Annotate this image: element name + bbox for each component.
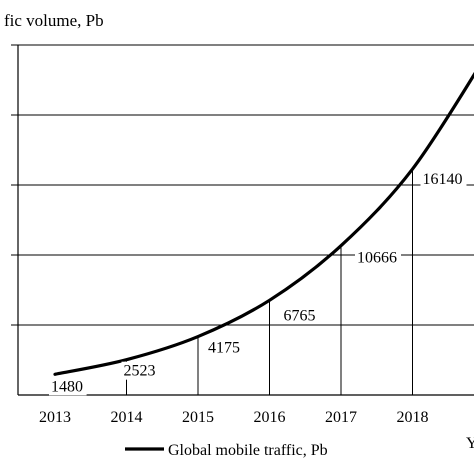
legend: Global mobile traffic, Pb (125, 442, 328, 459)
x-tick-label: 2014 (111, 409, 143, 426)
x-tick-label: 2015 (182, 409, 214, 426)
data-label-background (206, 338, 244, 357)
data-label-background (281, 306, 320, 325)
x-tick-labels: 20132014201520162017201820 (39, 409, 429, 426)
x-tick-label: 2017 (325, 409, 357, 426)
legend-label: Global mobile traffic, Pb (168, 442, 328, 459)
data-label: 6765 (284, 307, 316, 324)
y-axis-label: fic volume, Pb (4, 11, 104, 30)
x-tick-label: 2018 (397, 409, 429, 426)
series-line (53, 71, 474, 376)
data-label: 10666 (357, 250, 397, 267)
data-label: 4175 (208, 340, 240, 357)
x-axis-label: Y (466, 435, 474, 452)
data-label-background (121, 361, 160, 380)
data-label-background (420, 170, 467, 189)
data-label: 16140 (423, 171, 463, 188)
data-label-background (355, 248, 401, 267)
data-label: 2523 (124, 363, 156, 380)
data-label: 1480 (51, 378, 83, 395)
x-tick-label: 2013 (39, 409, 71, 426)
x-tick-label: 2016 (254, 409, 286, 426)
data-label-background (49, 377, 87, 396)
grid (11, 44, 474, 326)
data-labels: 148025234175676510666161402 (49, 170, 467, 396)
